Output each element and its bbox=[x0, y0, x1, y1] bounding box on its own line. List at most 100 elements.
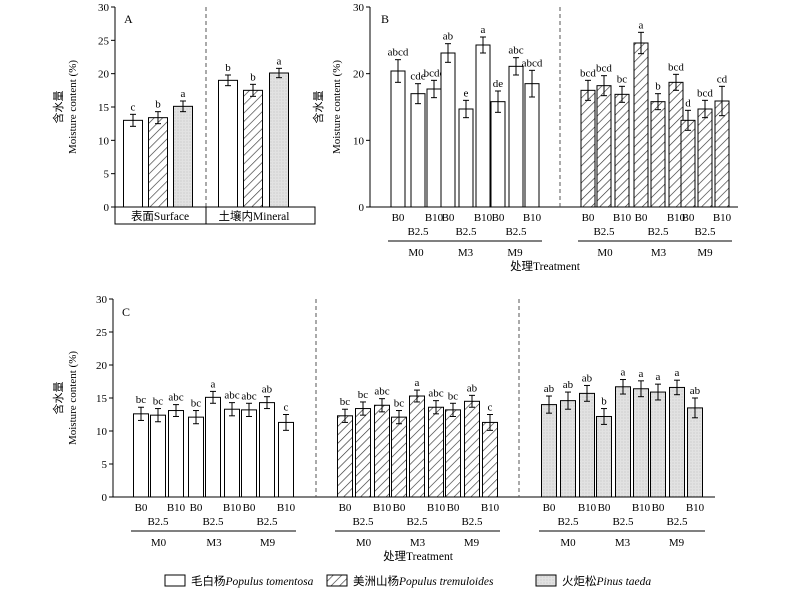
legend-label-latin: Populus tremuloides bbox=[398, 576, 494, 588]
tick-label: B10 bbox=[425, 212, 444, 224]
significance-label: ab bbox=[582, 372, 593, 384]
y-tick-label: 30 bbox=[96, 294, 108, 306]
significance-label: bcde bbox=[424, 67, 445, 79]
significance-label: abcd bbox=[522, 57, 543, 69]
significance-label: c bbox=[488, 402, 493, 414]
tick-label: B2.5 bbox=[406, 516, 428, 528]
x-axis-title: 处理Treatment bbox=[383, 550, 454, 563]
tick-label: B10 bbox=[277, 502, 296, 514]
tick-label: B2.5 bbox=[505, 226, 527, 238]
group-label: M9 bbox=[464, 537, 480, 549]
y-tick-label: 15 bbox=[96, 393, 108, 405]
y-axis-title: Moisture content (%) bbox=[67, 60, 79, 154]
bar bbox=[409, 395, 425, 498]
y-axis-title: Moisture content (%) bbox=[67, 351, 79, 445]
tick-label: B2.5 bbox=[147, 516, 169, 528]
y-tick-label: 5 bbox=[102, 459, 108, 471]
significance-label: bc bbox=[340, 396, 351, 408]
bar bbox=[355, 408, 371, 498]
significance-label: de bbox=[493, 78, 504, 90]
y-axis-title-cn: 含水量 bbox=[311, 91, 325, 124]
bar bbox=[633, 388, 649, 498]
bar bbox=[269, 72, 289, 208]
bar bbox=[278, 421, 294, 498]
bar bbox=[224, 408, 240, 498]
tick-label: B10 bbox=[632, 502, 651, 514]
bar bbox=[596, 415, 612, 498]
group-label: M9 bbox=[507, 247, 523, 259]
significance-label: cde bbox=[410, 71, 425, 83]
tick-label: B10 bbox=[523, 212, 542, 224]
y-axis-title-cn: 含水量 bbox=[51, 382, 65, 415]
bar bbox=[426, 88, 442, 208]
bar bbox=[633, 42, 649, 208]
significance-label: cd bbox=[717, 73, 728, 85]
bar bbox=[687, 407, 703, 498]
tick-label: B10 bbox=[578, 502, 597, 514]
significance-label: a bbox=[656, 371, 661, 383]
y-axis-title: Moisture content (%) bbox=[331, 60, 343, 154]
significance-label: abc bbox=[508, 45, 523, 57]
significance-label: abc bbox=[168, 392, 183, 404]
tick-label: B0 bbox=[135, 502, 148, 514]
panel-a: 含水量 Moisture content (%) 0 5 10 15 20 25 30 Ac b a b… bbox=[51, 2, 316, 225]
bar bbox=[596, 85, 612, 208]
bar bbox=[579, 392, 595, 498]
significance-label: abcd bbox=[388, 47, 409, 59]
bar bbox=[445, 409, 461, 498]
tick-label: B10 bbox=[481, 502, 500, 514]
tick-label: B0 bbox=[652, 502, 665, 514]
bar bbox=[150, 414, 166, 498]
tick-label: B2.5 bbox=[455, 226, 477, 238]
bar bbox=[615, 386, 631, 498]
significance-label: a bbox=[639, 19, 644, 31]
legend-swatch bbox=[535, 574, 557, 587]
tick-label: B0 bbox=[543, 502, 556, 514]
group-label: M0 bbox=[151, 537, 167, 549]
legend-label: 毛白杨Populus tomentosa bbox=[191, 574, 314, 588]
y-axis-title-cn: 含水量 bbox=[51, 91, 65, 124]
bar bbox=[458, 108, 474, 208]
bar bbox=[410, 93, 426, 208]
tick-label: B10 bbox=[427, 502, 446, 514]
significance-label: ab bbox=[690, 385, 701, 397]
category-box bbox=[114, 206, 316, 225]
bar bbox=[650, 101, 666, 208]
y-tick-label: 30 bbox=[98, 2, 110, 14]
bar bbox=[580, 89, 596, 208]
y-tick-label: 10 bbox=[96, 426, 108, 438]
significance-label: abc bbox=[428, 388, 443, 400]
bar bbox=[391, 416, 407, 498]
bar bbox=[697, 108, 713, 208]
legend-label-latin: Pinus taeda bbox=[596, 576, 652, 588]
significance-label: a bbox=[481, 24, 486, 36]
tick-label: B10 bbox=[667, 212, 686, 224]
bar bbox=[218, 79, 238, 208]
bar bbox=[337, 415, 353, 498]
significance-label: ab bbox=[262, 384, 273, 396]
legend-label: 火炬松Pinus taeda bbox=[562, 574, 651, 588]
significance-label: bcd bbox=[668, 61, 684, 73]
significance-label: bc bbox=[448, 390, 459, 402]
tick-label: B0 bbox=[635, 212, 648, 224]
significance-label: b bbox=[655, 81, 661, 93]
legend-swatch bbox=[326, 574, 348, 587]
tick-label: B0 bbox=[190, 502, 203, 514]
y-tick-label: 15 bbox=[98, 102, 110, 114]
bar bbox=[669, 386, 685, 498]
significance-label: b bbox=[225, 62, 231, 74]
tick-label: B0 bbox=[682, 212, 695, 224]
y-tick-label: 20 bbox=[96, 360, 108, 372]
bar bbox=[440, 52, 456, 208]
tick-label: B10 bbox=[373, 502, 392, 514]
y-tick-label: 20 bbox=[98, 69, 110, 81]
group-label: M9 bbox=[697, 247, 713, 259]
bar bbox=[428, 406, 444, 498]
tick-label: B0 bbox=[442, 212, 455, 224]
bar bbox=[390, 70, 406, 208]
significance-label: a bbox=[639, 368, 644, 380]
bar bbox=[508, 65, 524, 208]
group-label: M0 bbox=[408, 247, 424, 259]
y-tick-label: 25 bbox=[96, 327, 108, 339]
